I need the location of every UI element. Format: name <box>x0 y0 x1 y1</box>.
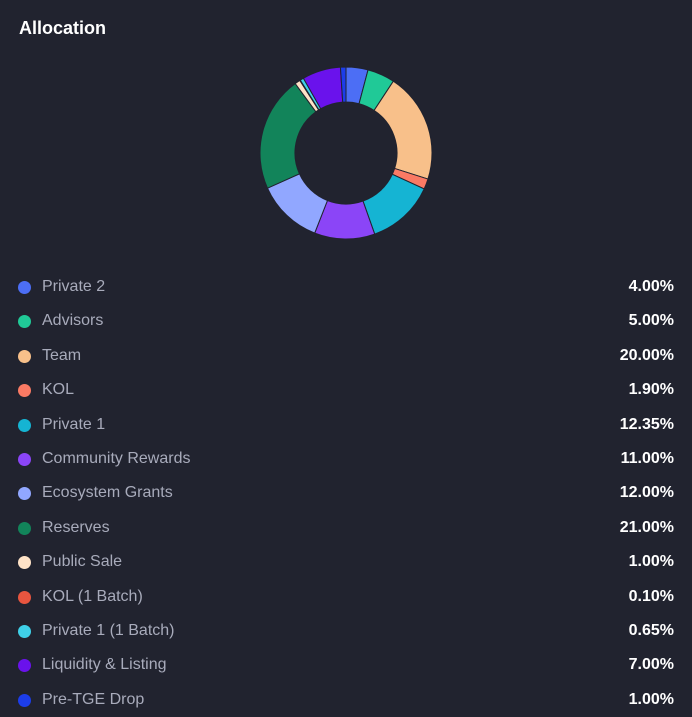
legend-color-dot <box>18 349 31 363</box>
legend-value: 5.00% <box>628 312 674 330</box>
legend-label: Private 1 (1 Batch) <box>42 621 175 639</box>
legend-item-liquidity-listing[interactable]: Liquidity & Listing 7.00% <box>0 648 692 682</box>
legend-item-kol[interactable]: KOL 1.90% <box>0 373 692 407</box>
legend-color-dot <box>18 624 31 638</box>
slice-pre-tge-drop[interactable] <box>339 66 347 103</box>
legend-item-private-2[interactable]: Private 2 4.00% <box>0 270 692 304</box>
legend-item-private-1[interactable]: Private 1 12.35% <box>0 408 692 442</box>
legend-label: Public Sale <box>42 553 123 571</box>
legend-label: Private 1 <box>42 415 106 433</box>
legend-value: 0.65% <box>628 621 674 639</box>
legend-item-kol-1-batch[interactable]: KOL (1 Batch) 0.10% <box>0 580 692 614</box>
legend-value: 12.00% <box>619 484 674 502</box>
legend-label: Team <box>42 346 82 364</box>
legend-color-dot <box>18 659 31 673</box>
legend-label: Private 2 <box>42 278 106 295</box>
legend-color-dot <box>18 418 31 432</box>
legend-value: 11.00% <box>620 449 674 467</box>
legend-item-ecosystem-grants[interactable]: Ecosystem Grants 12.00% <box>0 476 692 510</box>
legend-color-dot <box>18 556 31 570</box>
legend-item-team[interactable]: Team 20.00% <box>0 339 692 373</box>
legend-value: 1.00% <box>628 690 674 708</box>
legend-value: 7.00% <box>628 656 674 674</box>
legend-label: KOL (1 Batch) <box>42 587 143 605</box>
legend-item-community-rewards[interactable]: Community Rewards 11.00% <box>0 442 692 476</box>
legend-color-dot <box>18 452 31 466</box>
legend-item-public-sale[interactable]: Public Sale 1.00% <box>0 545 692 579</box>
legend-value: 1.00% <box>628 553 674 571</box>
legend-color-dot <box>18 384 31 398</box>
legend-item-private-1-1-batch[interactable]: Private 1 (1 Batch) 0.65% <box>0 614 692 648</box>
chart-title: Allocation <box>19 18 107 38</box>
legend-value: 21.00% <box>619 518 674 536</box>
legend-item-pre-tge-drop[interactable]: Pre-TGE Drop 1.00% <box>0 683 692 717</box>
legend-value: 12.35% <box>619 415 674 433</box>
legend-color-dot <box>18 590 31 604</box>
legend-color-dot <box>18 315 31 329</box>
legend-value: 0.10% <box>628 587 674 605</box>
legend-label: KOL <box>42 381 75 399</box>
legend-item-reserves[interactable]: Reserves 21.00% <box>0 511 692 545</box>
legend-label: Ecosystem Grants <box>42 484 173 502</box>
legend-color-dot <box>18 281 31 294</box>
legend-color-dot <box>18 487 31 501</box>
legend-label: Pre-TGE Drop <box>42 690 145 708</box>
legend-label: Advisors <box>42 312 104 330</box>
donut-chart <box>259 66 433 240</box>
legend-label: Community Rewards <box>42 449 191 467</box>
legend-value: 1.90% <box>628 381 674 399</box>
legend-value: 20.00% <box>619 346 674 364</box>
legend-color-dot <box>18 521 31 535</box>
legend-value: 4.00% <box>628 278 674 295</box>
legend-label: Liquidity & Listing <box>42 656 167 674</box>
legend-label: Reserves <box>42 518 110 536</box>
legend-color-dot <box>18 693 31 707</box>
legend-item-advisors[interactable]: Advisors 5.00% <box>0 304 692 338</box>
chart-legend: Private 2 4.00% Advisors 5.00% Team 20.00% KOL… <box>0 270 692 717</box>
